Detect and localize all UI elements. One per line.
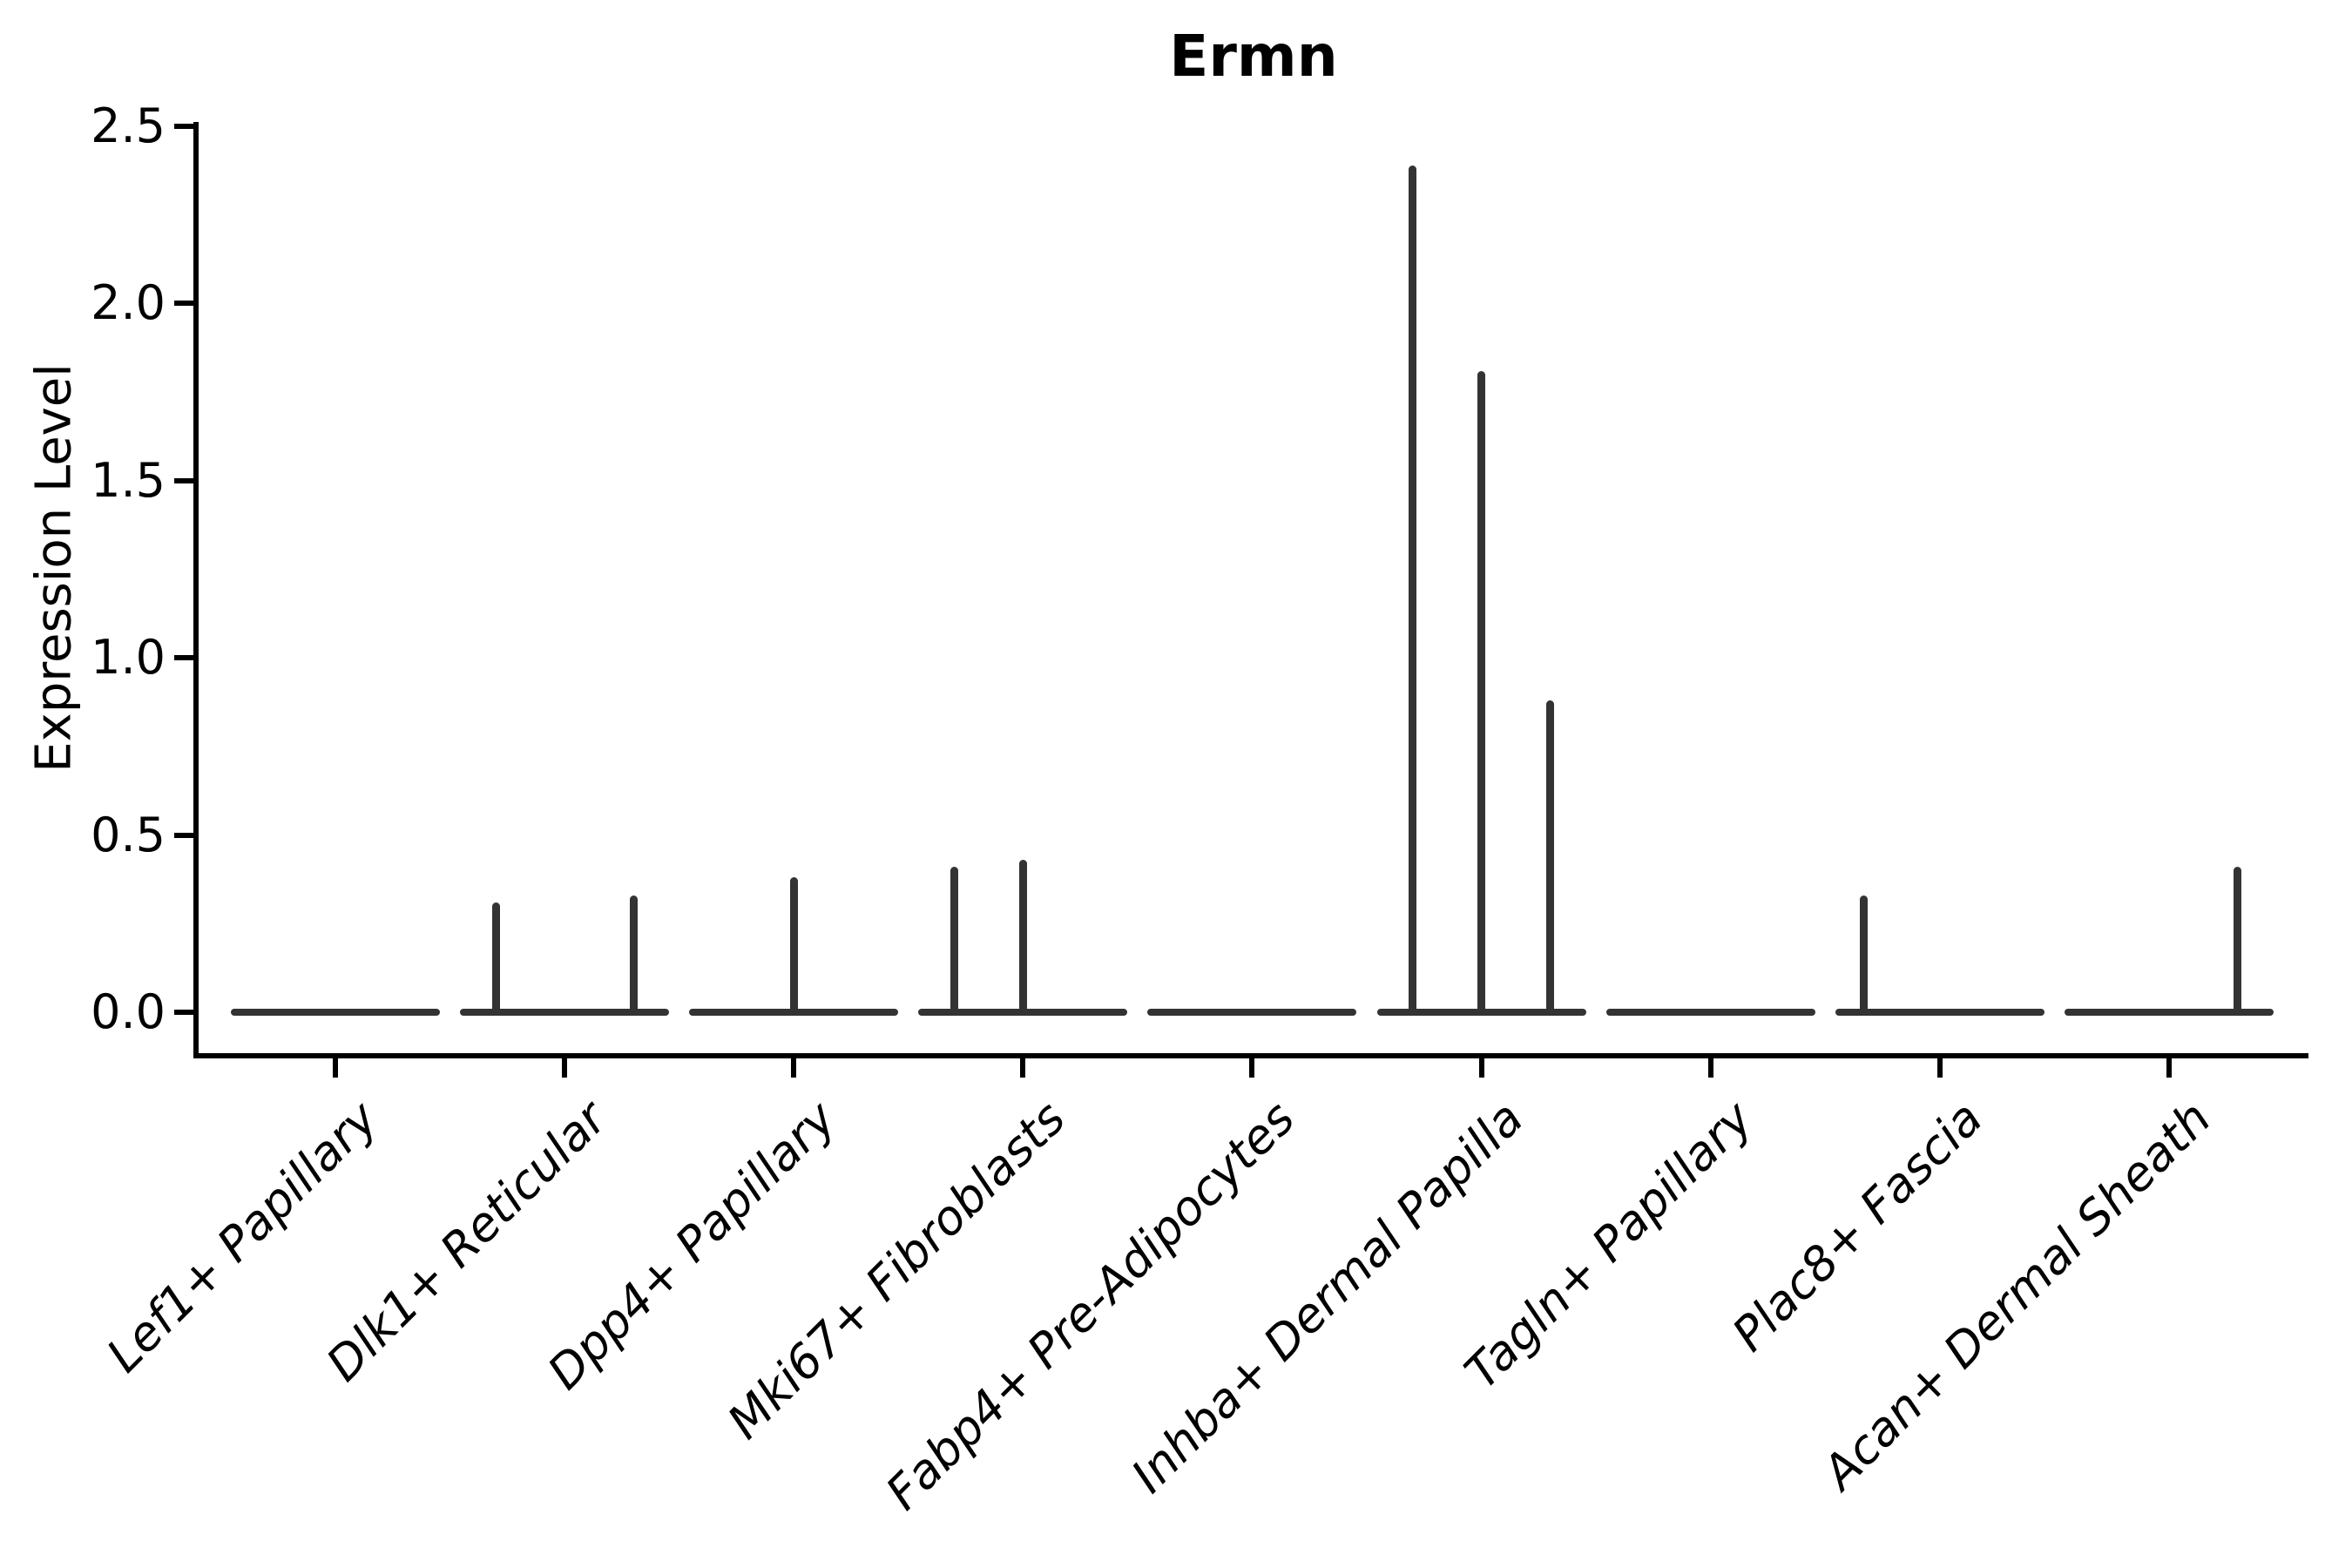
violin-spike [1477,370,1485,1016]
y-tick-label: 2.5 [91,98,166,153]
x-tick [1020,1058,1026,1078]
x-tick-label: Acan+ Dermal Sheath [1812,1091,2222,1500]
y-tick-label: 2.0 [91,275,166,331]
violin-baseline [1605,1009,1815,1016]
violin-spike [1860,895,1869,1016]
y-tick [174,477,193,483]
violin-spike [1018,860,1027,1016]
violin-baseline [231,1009,440,1016]
x-tick [791,1058,797,1078]
y-tick [174,124,193,129]
x-axis-spine [193,1053,2308,1058]
violin-baseline [2064,1009,2274,1016]
violin-baseline [1835,1009,2044,1016]
x-tick [1936,1058,1943,1078]
violin-baseline [1147,1009,1357,1016]
y-tick-label: 1.0 [91,630,166,686]
x-tick [562,1058,568,1078]
y-axis-spine [193,122,199,1058]
x-tick [1707,1058,1713,1078]
y-tick [174,1010,193,1015]
y-tick [174,301,193,307]
x-tick-label: Fabp4+ Pre-Adipocytes [875,1091,1305,1521]
x-tick [1249,1058,1255,1078]
y-tick [174,832,193,838]
y-tick [174,655,193,661]
x-tick-label: Inhba+ Dermal Papilla [1121,1091,1535,1504]
violin-spike [2234,867,2242,1016]
x-tick [1478,1058,1484,1078]
violin-spike [491,902,500,1016]
violin-spike [789,877,798,1016]
y-tick-label: 0.0 [91,984,166,1039]
y-tick-label: 0.5 [91,807,166,862]
chart-title: Ermn [1169,23,1338,90]
violin-baseline [460,1009,670,1016]
violin-spike [629,895,638,1016]
violin-spike [1545,700,1554,1016]
x-tick [333,1058,338,1078]
y-tick-label: 1.5 [91,452,166,508]
violin-spike [1409,165,1417,1016]
x-tick [2166,1058,2172,1078]
violin-spike [950,867,958,1016]
